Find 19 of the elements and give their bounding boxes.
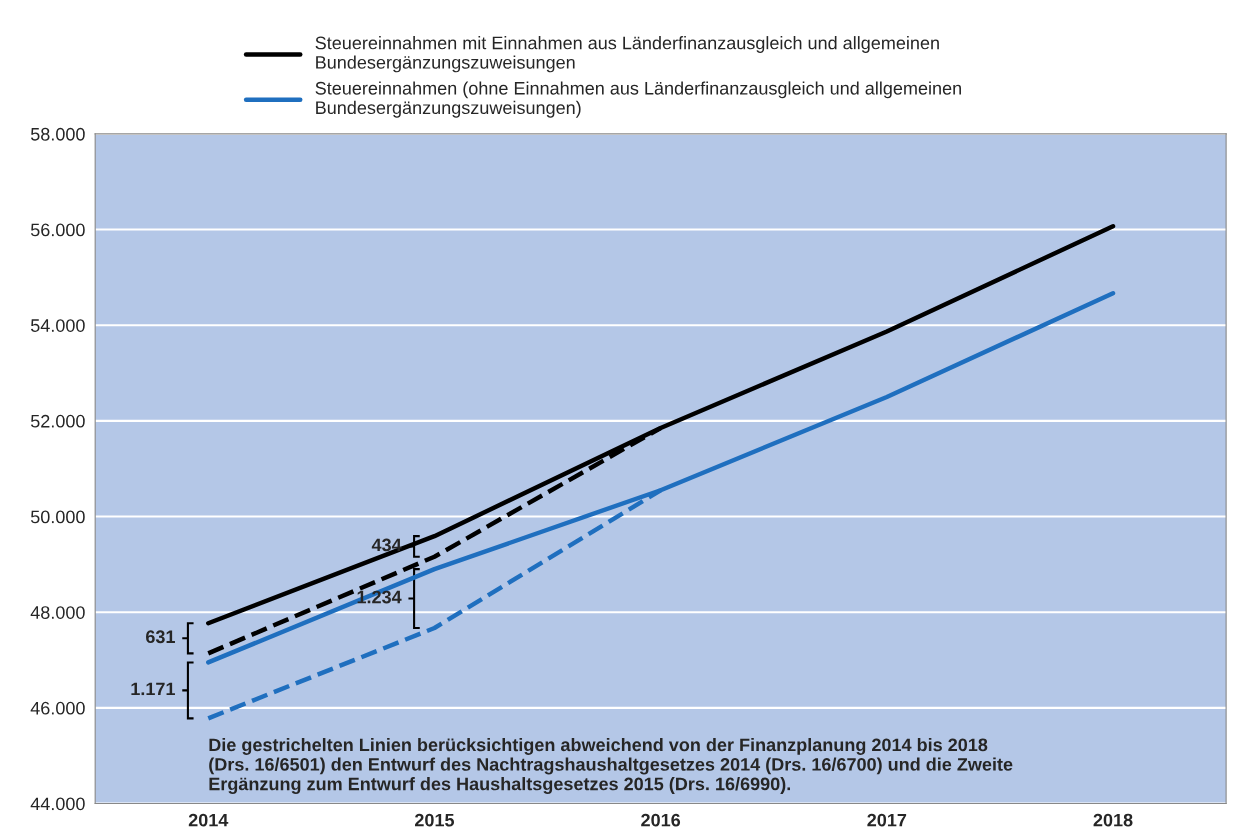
x-tick-label: 2014 [188, 813, 229, 827]
x-tick-label: 2015 [415, 813, 455, 827]
x-tick-label: 2016 [641, 813, 681, 827]
x-tick-label: 2018 [1093, 813, 1133, 827]
y-tick-label: 48.000 [30, 606, 85, 619]
y-tick-label: 56.000 [30, 223, 85, 237]
annotation: 434 [371, 538, 402, 552]
annotation: Die gestrichelten Linien berücksichtigen abweichend von der Finanzplanung 2014 bis 2018 (Drs. 16/6501) den Entwurf des Nachtragshaushaltgesetzes 2014 (Drs. 16/6700) und die Zweite Ergänzung zum Entwurf des Haushaltsgesetzes 2015 (Drs. 16/6990). [209, 737, 1013, 794]
y-tick-label: 58.000 [30, 127, 85, 141]
y-tick-label: 52.000 [30, 414, 85, 428]
annotation: 1.171 [131, 682, 175, 696]
y-tick-label: 46.000 [30, 701, 85, 715]
y-tick-label: 50.000 [30, 510, 85, 524]
annotation: 631 [146, 630, 175, 644]
x-tick-label: 2017 [867, 813, 907, 827]
y-tick-label: 54.000 [30, 319, 85, 332]
legend-label: Steuereinnahmen mit Einnahmen aus Länderfinanzausgleich und allgemeinen Bundesergänzungszuweisungen [315, 36, 939, 73]
y-tick-label: 44.000 [30, 797, 85, 811]
legend-label: Steuereinnahmen (ohne Einnahmen aus Länderfinanzausgleich und allgemeinen Bundesergänzungszuweisungen) [315, 81, 961, 118]
